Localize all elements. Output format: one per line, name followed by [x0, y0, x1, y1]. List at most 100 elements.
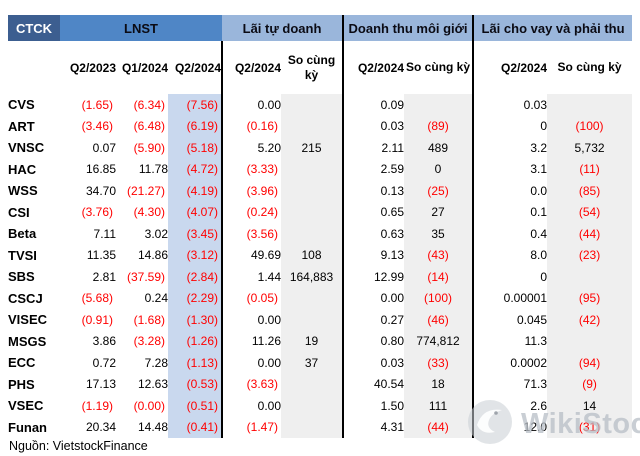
cell: (4.19): [168, 180, 223, 202]
cell: 0.03: [472, 94, 548, 116]
sub-col-q2-2024-lnst: Q2/2024: [168, 41, 223, 94]
table-body: CVS (1.65) (6.34) (7.56) 0.00 0.09 0.03 …: [8, 94, 633, 438]
cell: 14.48: [137, 420, 168, 435]
table-row: VSEC (1.19) (0.00) (0.51) 0.00 1.50 111 …: [8, 395, 633, 417]
row-label: CSCJ: [8, 290, 43, 306]
cell: (1.19): [81, 398, 113, 413]
cell: [281, 309, 344, 331]
sub-col-yoy-ltd: So cùng kỳ: [281, 41, 344, 94]
cell: (3.96): [221, 180, 282, 202]
cell: 35: [404, 223, 474, 245]
cell: (31): [547, 416, 633, 438]
cell: 37: [281, 352, 344, 374]
cell: (3.63): [221, 373, 282, 395]
row-label: CVS: [8, 97, 35, 113]
cell: [281, 416, 344, 438]
cell: 111: [404, 395, 474, 417]
cell: 3.2: [472, 137, 548, 159]
table-row: ECC 0.72 7.28 (1.13) 0.00 37 0.03 (33) 0…: [8, 352, 633, 374]
cell: (0.91): [81, 312, 113, 327]
table-row: PHS 17.13 12.63 (0.53) (3.63) 40.54 18 7…: [8, 373, 633, 395]
sub-col-empty: [8, 41, 60, 94]
cell: 0.80: [342, 330, 405, 352]
cell: 0.045: [472, 309, 548, 331]
cell: 0.00: [221, 352, 282, 374]
cell: 14.86: [137, 248, 168, 263]
cell: 9.13: [342, 244, 405, 266]
table-row: SBS 2.81 (37.59) (2.84) 1.44 164,883 12.…: [8, 266, 633, 288]
row-label: WSS: [8, 183, 38, 199]
row-label: VSEC: [8, 398, 44, 414]
cell: [281, 115, 344, 137]
cell: (7.56): [168, 94, 223, 116]
row-label: VNSC: [8, 140, 45, 156]
table-row: VNSC 0.07 (5.90) (5.18) 5.20 215 2.11 48…: [8, 137, 633, 159]
cell: (11): [547, 158, 633, 180]
row-label: Beta: [8, 226, 37, 242]
cell: 0.07: [92, 140, 116, 155]
cell: (25): [404, 180, 474, 202]
sub-col-q2-2024-ltd: Q2/2024: [221, 41, 282, 94]
cell: 7.28: [144, 355, 168, 370]
cell: 164,883: [281, 266, 344, 288]
row-label: ART: [8, 118, 35, 134]
col-group-ctck: CTCK: [8, 15, 60, 41]
cell: (2.84): [168, 266, 223, 288]
cell: 5,732: [547, 137, 633, 159]
col-group-lnst: LNST: [60, 15, 223, 41]
cell: (100): [404, 287, 474, 309]
cell: 11.26: [221, 330, 282, 352]
cell: (21.27): [126, 183, 165, 198]
cell: 2.81: [92, 269, 116, 284]
cell: 20.34: [85, 420, 116, 435]
cell: (1.47): [221, 416, 282, 438]
cell: (1.30): [168, 309, 223, 331]
cell: (0.41): [168, 416, 223, 438]
cell: (6.48): [133, 119, 165, 134]
row-label: ECC: [8, 355, 36, 371]
cell: (89): [404, 115, 474, 137]
sub-col-q2-2023: Q2/2023: [60, 41, 116, 94]
cell: 0: [404, 158, 474, 180]
group-header-row: CTCK LNST Lãi tự doanh Doanh thu môi giớ…: [8, 15, 633, 41]
cell: 0.03: [342, 115, 405, 137]
cell: (42): [547, 309, 633, 331]
cell: 0: [472, 115, 548, 137]
cell: (3.28): [133, 334, 165, 349]
cell: (0.24): [221, 201, 282, 223]
cell: 0: [472, 266, 548, 288]
table-row: CVS (1.65) (6.34) (7.56) 0.00 0.09 0.03: [8, 94, 633, 116]
cell: [281, 395, 344, 417]
table-row: CSI (3.76) (4.30) (4.07) (0.24) 0.65 27 …: [8, 201, 633, 223]
sub-col-q1-2024: Q1/2024: [116, 41, 168, 94]
cell: (54): [547, 201, 633, 223]
table-row: CSCJ (5.68) 0.24 (2.29) (0.05) 0.00 (100…: [8, 287, 633, 309]
cell: 14: [547, 395, 633, 417]
cell: 3.1: [472, 158, 548, 180]
cell: 0.00: [342, 287, 405, 309]
table-row: TVSI 11.35 14.86 (3.12) 49.69 108 9.13 (…: [8, 244, 633, 266]
cell: 2.6: [472, 395, 548, 417]
sub-col-q2-2024-dt: Q2/2024: [342, 41, 405, 94]
table-row: Beta 7.11 3.02 (3.45) (3.56) 0.63 35 0.4…: [8, 223, 633, 245]
cell: 0.72: [92, 355, 116, 370]
cell: 12.0: [472, 416, 548, 438]
cell: 0.00001: [472, 287, 548, 309]
cell: (2.29): [168, 287, 223, 309]
cell: (0.00): [133, 398, 165, 413]
cell: (3.33): [221, 158, 282, 180]
col-group-lai-tu-doanh: Lãi tự doanh: [222, 15, 344, 41]
cell: [281, 180, 344, 202]
cell: (1.26): [168, 330, 223, 352]
cell: (14): [404, 266, 474, 288]
cell: (3.46): [81, 119, 113, 134]
cell: (0.53): [168, 373, 223, 395]
cell: 19: [281, 330, 344, 352]
cell: (23): [547, 244, 633, 266]
source-note: Nguồn: VietstockFinance: [9, 439, 148, 453]
cell: 215: [281, 137, 344, 159]
cell: 0.00: [221, 94, 282, 116]
cell: 2.59: [342, 158, 405, 180]
cell: 16.85: [85, 162, 116, 177]
cell: (4.07): [168, 201, 223, 223]
